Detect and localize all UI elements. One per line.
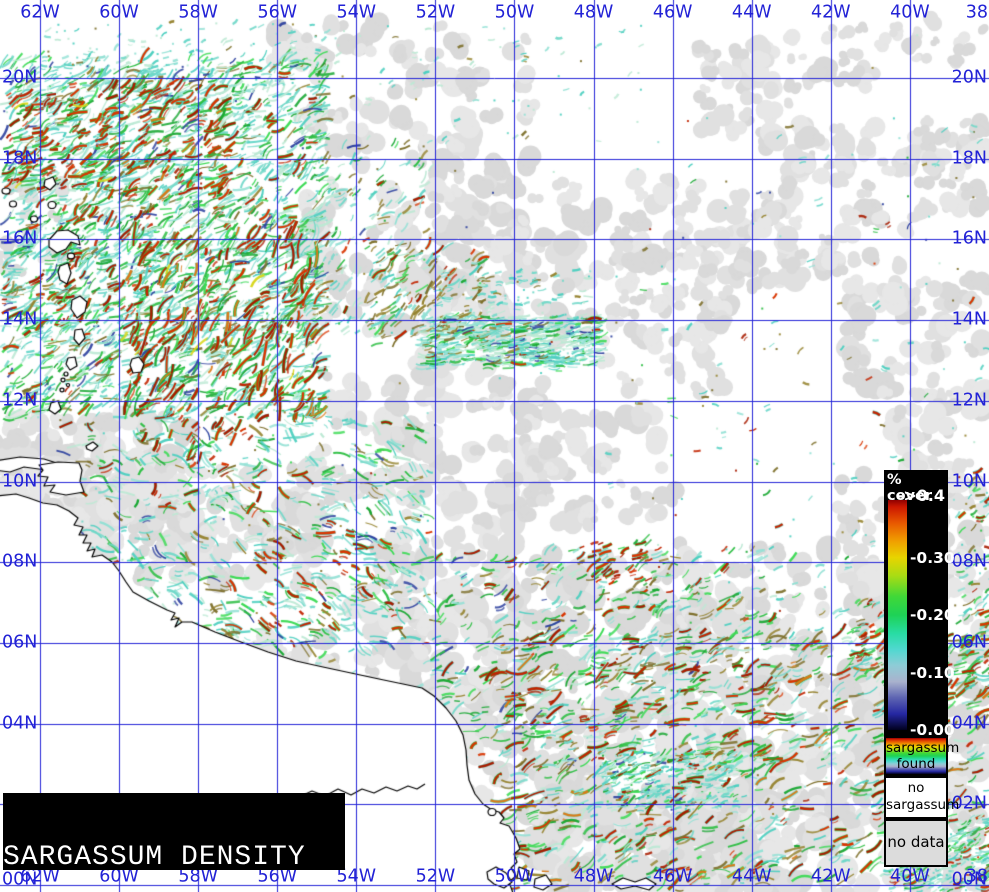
legend-tick-0.2: -0.20 [910,606,955,624]
legend-colorbar [888,500,907,730]
legend-none-line2: sargassum [886,797,960,813]
legend-found-line1: sargassum [886,740,960,756]
legend-tick-0.1: -0.10 [910,663,955,682]
legend-none-line1: no [907,780,925,796]
legend-max-label: ->0.4 [896,486,945,505]
title-box: SARGASSUM DENSITY ©USF ©SAILGRIB VALID: … [3,793,345,873]
legend-scale-box: % cover ->0.4 -0.30 -0.20 -0.10 -0.00 [884,470,955,739]
map-title: SARGASSUM DENSITY [3,841,306,873]
legend-tick-0.3: -0.30 [910,548,955,567]
legend-no-sargassum: no sargassum [884,776,960,819]
legend-no-data: no data [884,819,948,867]
legend-sargassum-found: sargassum found [884,736,960,776]
legend-tick-0: -0.00 [910,721,955,739]
legend-found-line2: found [896,756,936,772]
legend-panel: % cover ->0.4 -0.30 -0.20 -0.10 -0.00 sarga… [884,470,960,867]
